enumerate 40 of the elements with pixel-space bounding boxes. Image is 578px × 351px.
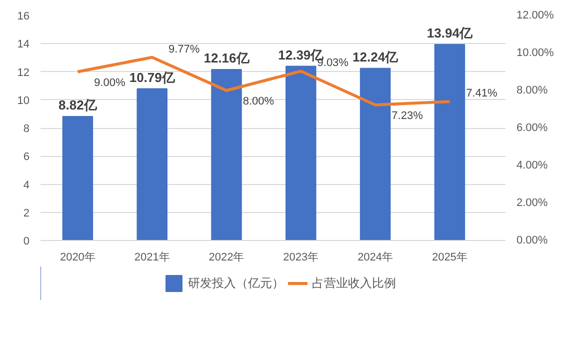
data-label: 12.16亿 bbox=[204, 50, 250, 66]
y-tick-label: 6 bbox=[23, 151, 30, 164]
legend-label: 研发投入（亿元） bbox=[188, 274, 284, 292]
bar bbox=[136, 88, 168, 240]
data-label: 12.24亿 bbox=[352, 49, 400, 64]
bar bbox=[434, 44, 466, 240]
x-tick-label: 2024年 bbox=[358, 252, 394, 264]
y2-tick-label: 6.00% bbox=[516, 122, 548, 134]
data-label: 7.23% bbox=[392, 110, 424, 122]
y-tick-label: 4 bbox=[23, 179, 30, 192]
y-tick-label: 8 bbox=[23, 123, 30, 135]
x-tick-label: 2025年 bbox=[432, 252, 468, 264]
data-label: 7.41% bbox=[466, 88, 498, 100]
y2-tick-label: 4.00% bbox=[516, 160, 548, 172]
y2-tick-label: 0.00% bbox=[516, 234, 548, 246]
y2-tick-label: 10.00% bbox=[516, 47, 554, 59]
data-label: 8.82亿 bbox=[58, 97, 98, 112]
data-label: 9.00% bbox=[94, 76, 126, 89]
y2-tick-label: 8.00% bbox=[516, 84, 548, 96]
y-tick-label: 0 bbox=[23, 236, 30, 248]
y-tick-label: 14 bbox=[17, 38, 30, 51]
y-tick-label: 16 bbox=[17, 10, 30, 22]
y-tick-label: 10 bbox=[17, 94, 30, 107]
x-tick-label: 2021年 bbox=[134, 252, 170, 264]
y2-tick-label: 2.00% bbox=[516, 197, 548, 209]
bar bbox=[286, 66, 316, 240]
bar bbox=[62, 116, 94, 240]
y2-tick-label: 12.00% bbox=[516, 10, 554, 22]
y-tick-label: 2 bbox=[23, 207, 30, 220]
data-label: 9.77% bbox=[168, 43, 200, 56]
data-label: 8.00% bbox=[242, 96, 274, 108]
x-tick-label: 2023年 bbox=[283, 252, 319, 264]
bar bbox=[360, 68, 391, 240]
y-tick-label: 12 bbox=[17, 66, 30, 79]
bar bbox=[211, 69, 242, 240]
legend-label: 占营业收入比例 bbox=[312, 274, 396, 292]
x-tick-label: 2022年 bbox=[208, 252, 244, 264]
data-label: 10.79亿 bbox=[129, 70, 176, 85]
data-label: 13.94亿 bbox=[426, 25, 474, 40]
x-tick-label: 2020年 bbox=[60, 252, 96, 264]
